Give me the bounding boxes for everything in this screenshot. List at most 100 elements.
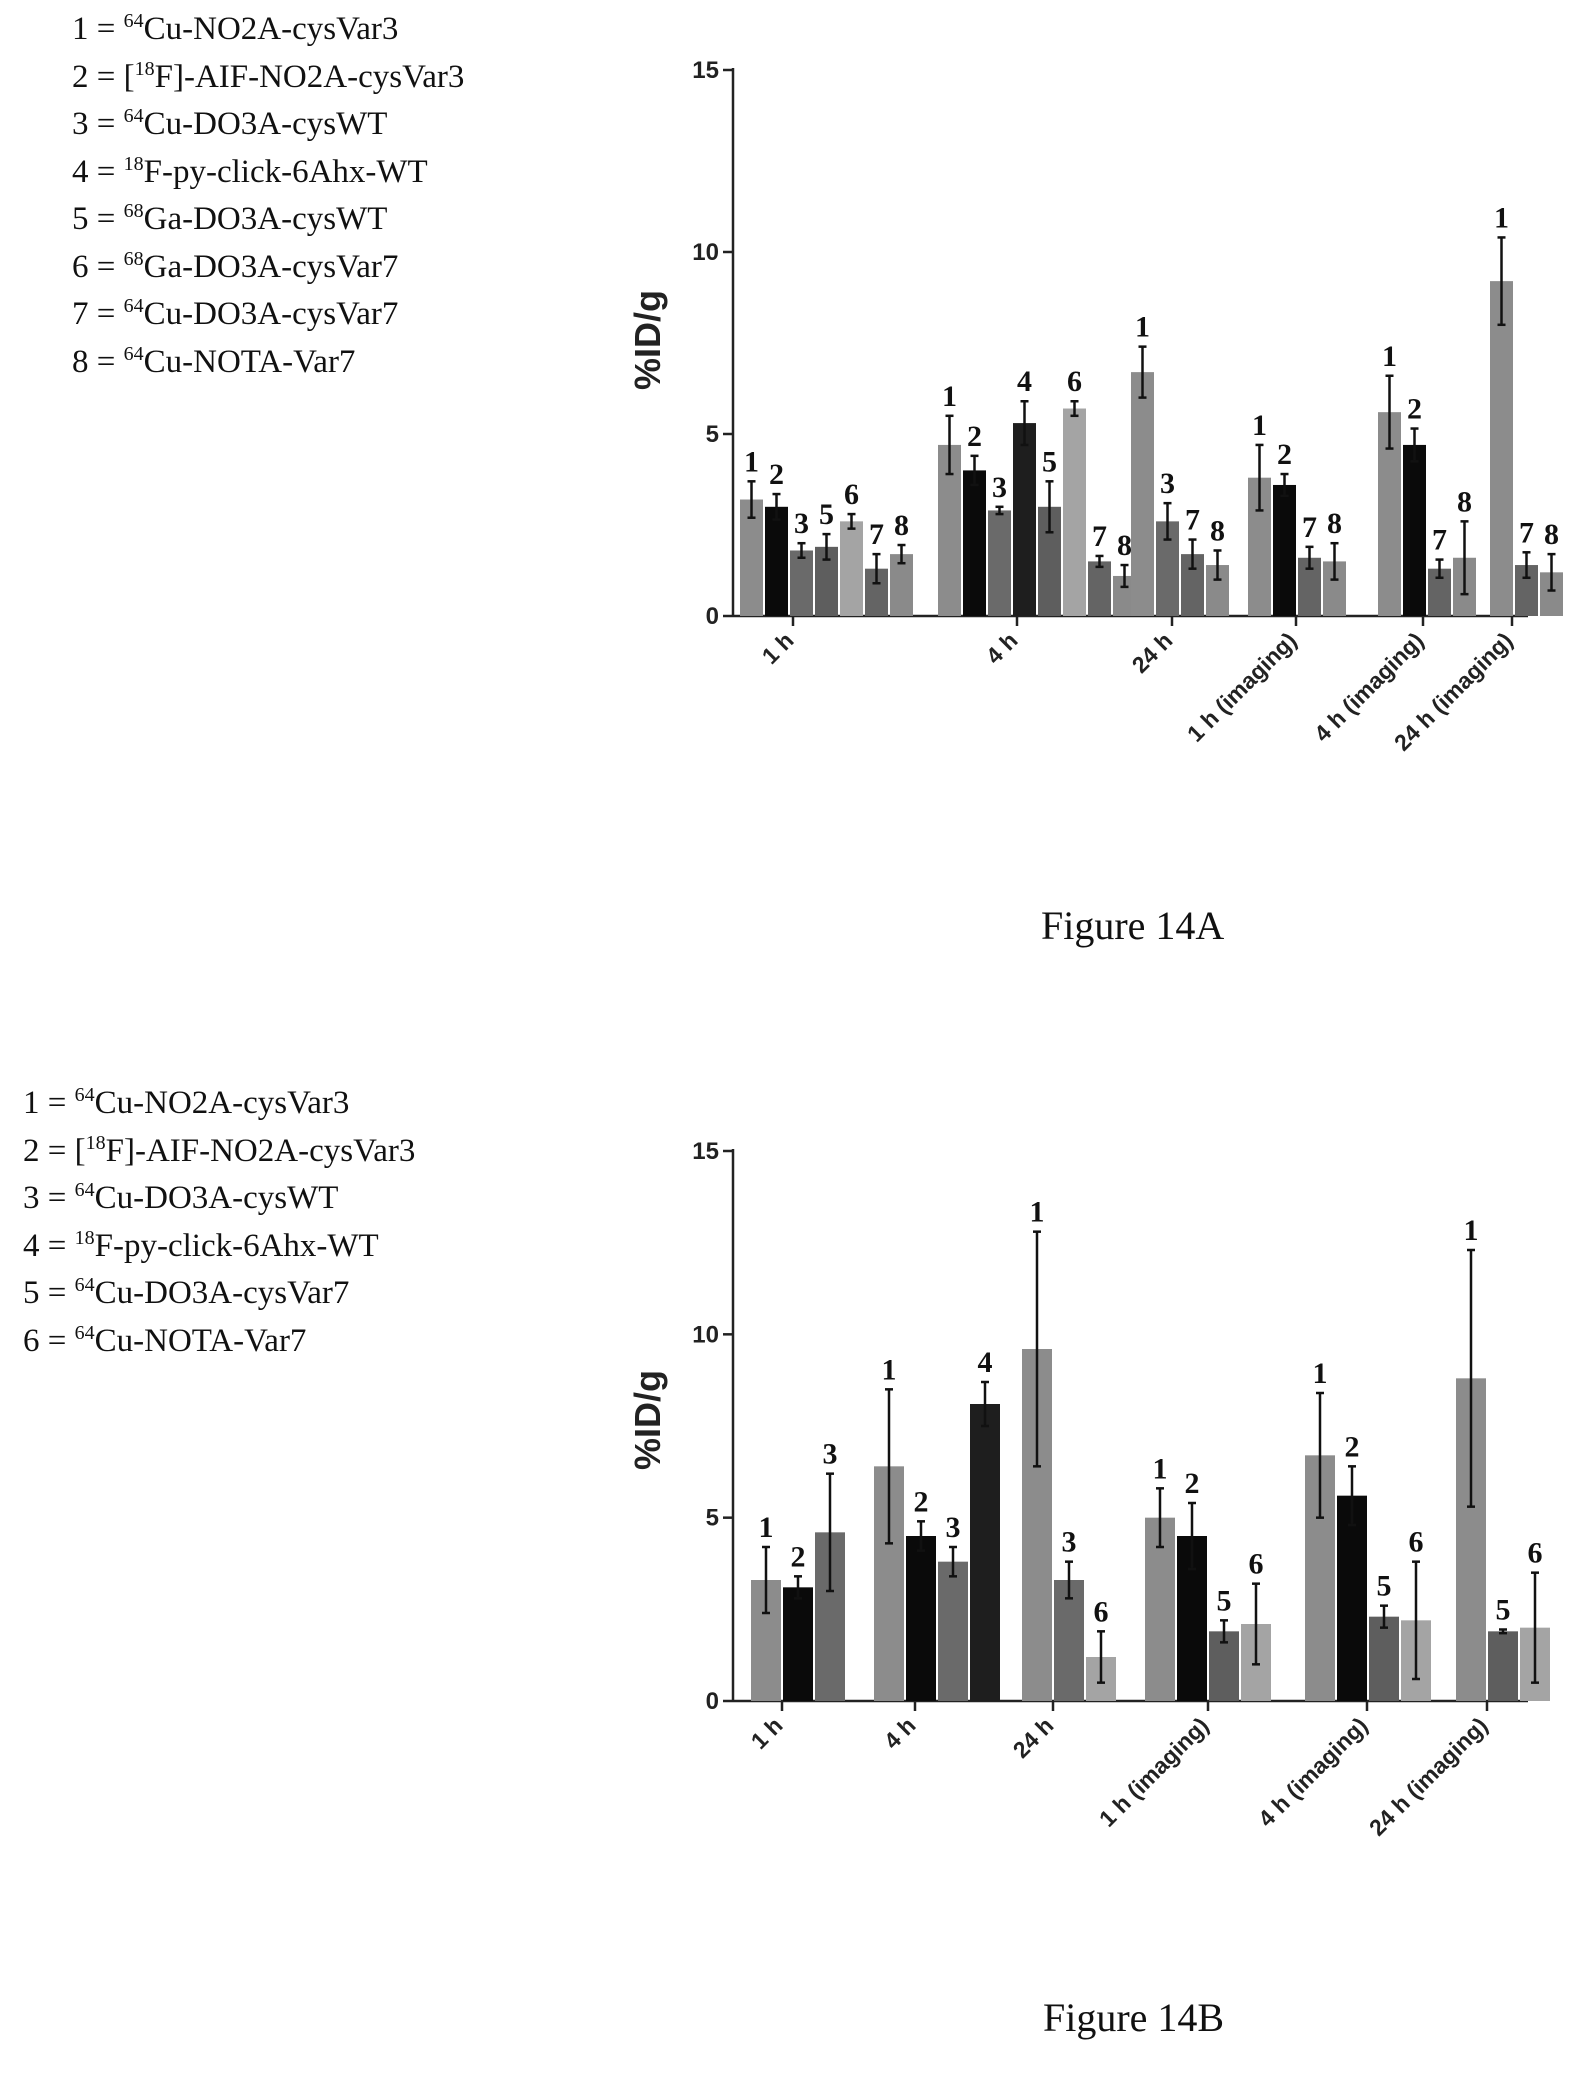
bar-number-label: 3 [823, 1438, 838, 1471]
x-tick-label: 4 h [879, 1712, 921, 1754]
bar-number-label: 3 [794, 507, 809, 540]
bar [1206, 565, 1229, 616]
bar [1273, 484, 1296, 616]
legend-entry-number: 5 = [72, 201, 124, 237]
legend-entry-number: 5 = [23, 1275, 75, 1311]
bar-number-label: 2 [967, 420, 982, 453]
y-axis-label: %ID/g [627, 290, 668, 390]
bar-number-label: 2 [791, 1540, 806, 1573]
bar [906, 1536, 936, 1701]
bar [1063, 408, 1086, 616]
legend-entry-compound: F]-AIF-NO2A-cysVar3 [154, 58, 465, 95]
legend-entry-isotope-mass: 18 [85, 1131, 106, 1154]
bar [1515, 565, 1538, 616]
legend-entry: 5 = 64Cu-DO3A-cysVar7 [23, 1270, 415, 1318]
figure-caption-14b: Figure 14B [1043, 1995, 1225, 2040]
legend-entry-isotope-mass: 18 [134, 57, 155, 80]
legend-entry: 4 = 18F-py-click-6Ahx-WT [72, 149, 464, 197]
legend-figure-14b: 1 = 64Cu-NO2A-cysVar3 2 = [18F]-AIF-NO2A-… [23, 1080, 415, 1365]
bar [890, 554, 913, 616]
legend-entry-isotope-mass: 64 [74, 1321, 95, 1344]
legend-entry-number: 2 = [ [72, 58, 135, 95]
bar [1323, 561, 1346, 616]
legend-entry-compound: F-py-click-6Ahx-WT [143, 153, 428, 190]
bar-number-label: 6 [1528, 1537, 1543, 1570]
legend-entry-isotope-mass: 64 [74, 1274, 95, 1296]
y-tick-label: 0 [706, 1688, 719, 1715]
legend-entry-compound: Ga-DO3A-cysWT [143, 201, 388, 237]
bar-number-label: 6 [1067, 365, 1082, 398]
legend-entry-number: 4 = [23, 1227, 75, 1264]
bar [938, 444, 961, 616]
bar-number-label: 5 [1217, 1584, 1232, 1617]
legend-entry-compound: Cu-DO3A-cysVar7 [143, 296, 399, 332]
bar-number-label: 7 [1432, 524, 1447, 557]
bar-number-label: 8 [1457, 485, 1472, 518]
x-tick-label: 24 h (imaging) [1364, 1712, 1493, 1841]
bar-number-label: 1 [1135, 311, 1150, 344]
bar-number-label: 4 [978, 1346, 993, 1379]
legend-entry-compound: Cu-NOTA-Var7 [94, 1322, 307, 1359]
legend-entry-compound: Cu-NO2A-cysVar3 [94, 1085, 350, 1121]
legend-entry-number: 3 = [72, 106, 124, 142]
bar-number-label: 3 [1160, 467, 1175, 500]
bar-number-label: 5 [819, 498, 834, 531]
bar-number-label: 3 [992, 471, 1007, 504]
bar [1113, 575, 1136, 616]
bar-number-label: 6 [1094, 1595, 1109, 1628]
bar-number-label: 8 [1544, 518, 1559, 551]
bar-number-label: 7 [1185, 504, 1200, 537]
bar [1156, 521, 1179, 616]
y-tick-label: 5 [706, 421, 719, 448]
legend-entry-isotope-mass: 64 [123, 295, 144, 317]
bar [1369, 1616, 1399, 1701]
legend-entry: 6 = 64Cu-NOTA-Var7 [23, 1318, 415, 1366]
bar [1181, 554, 1204, 616]
legend-entry-number: 6 = [23, 1322, 75, 1359]
y-tick-label: 0 [706, 603, 719, 630]
legend-entry-compound: Cu-DO3A-cysVar7 [94, 1275, 350, 1311]
legend-entry-number: 8 = [72, 343, 124, 380]
legend-entry-isotope-mass: 64 [123, 10, 144, 32]
bar-number-label: 5 [1042, 445, 1057, 478]
bar-number-label: 8 [1210, 514, 1225, 547]
y-tick-label: 15 [692, 1138, 719, 1165]
legend-entry: 3 = 64Cu-DO3A-cysWT [72, 101, 464, 149]
y-tick-label: 5 [706, 1505, 719, 1532]
x-tick-label: 1 h (imaging) [1094, 1712, 1214, 1832]
bar [1490, 281, 1513, 616]
bar [963, 470, 986, 616]
bar [1038, 506, 1061, 616]
bar-number-label: 1 [1030, 1196, 1045, 1229]
bar-number-label: 2 [1407, 393, 1422, 426]
bar-number-label: 2 [1185, 1467, 1200, 1500]
bar [765, 506, 788, 616]
bar [1298, 557, 1321, 616]
legend-entry-isotope-mass: 64 [123, 105, 144, 127]
bar-number-label: 5 [1377, 1570, 1392, 1603]
legend-entry-isotope-mass: 68 [123, 247, 144, 270]
bar [970, 1404, 1000, 1701]
y-tick-label: 10 [692, 239, 719, 266]
bar-number-label: 1 [882, 1353, 897, 1386]
legend-entry: 7 = 64Cu-DO3A-cysVar7 [72, 291, 464, 339]
bar-number-label: 3 [946, 1511, 961, 1544]
bar [1403, 444, 1426, 616]
bar-number-label: 6 [1249, 1548, 1264, 1581]
bar-number-label: 6 [1409, 1526, 1424, 1559]
bar-number-label: 1 [942, 380, 957, 413]
legend-entry-number: 6 = [72, 248, 124, 285]
legend-entry-number: 4 = [72, 153, 124, 190]
bar-number-label: 2 [914, 1485, 929, 1518]
bar [1131, 372, 1154, 616]
bar-number-label: 8 [894, 509, 909, 542]
legend-entry: 2 = [18F]-AIF-NO2A-cysVar3 [23, 1128, 415, 1176]
legend-entry-number: 7 = [72, 296, 124, 332]
bar [840, 521, 863, 616]
legend-entry-isotope-mass: 64 [74, 1084, 95, 1106]
bar [783, 1587, 813, 1701]
bar [938, 1561, 968, 1701]
legend-entry-number: 2 = [ [23, 1132, 86, 1169]
bar [740, 499, 763, 616]
legend-entry: 3 = 64Cu-DO3A-cysWT [23, 1175, 415, 1223]
